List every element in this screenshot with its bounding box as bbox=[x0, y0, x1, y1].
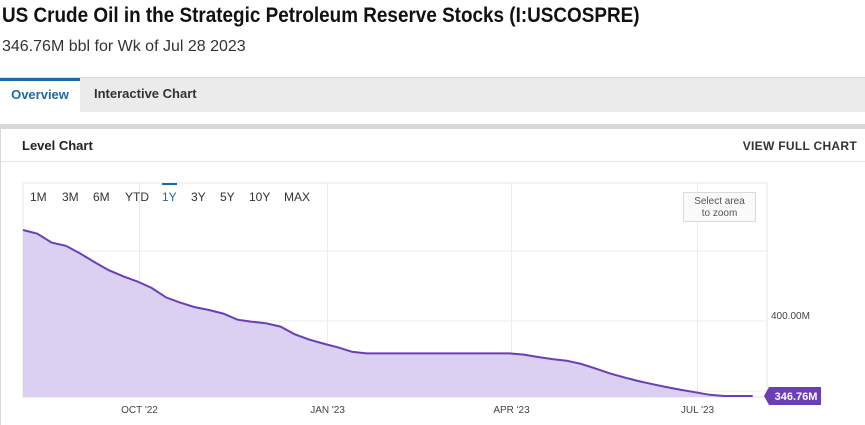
tab-interactive-chart[interactable]: Interactive Chart bbox=[94, 86, 197, 101]
data-point bbox=[208, 309, 210, 311]
panel-header: Level Chart VIEW FULL CHART bbox=[1, 129, 865, 162]
data-point bbox=[480, 352, 482, 354]
data-point bbox=[637, 380, 639, 382]
data-point bbox=[351, 351, 353, 353]
data-point bbox=[22, 229, 24, 231]
zoom-hint-line-1: Select area bbox=[694, 196, 745, 207]
data-point bbox=[737, 395, 739, 397]
data-point bbox=[365, 352, 367, 354]
data-point bbox=[294, 333, 296, 335]
data-point bbox=[594, 367, 596, 369]
data-point bbox=[394, 352, 396, 354]
data-point bbox=[236, 319, 238, 321]
series-line bbox=[22, 229, 753, 397]
data-point bbox=[222, 312, 224, 314]
series-area bbox=[23, 230, 753, 397]
range-button-10y[interactable]: 10Y bbox=[249, 190, 271, 204]
data-point bbox=[566, 360, 568, 362]
data-point bbox=[265, 322, 267, 324]
tab-overview[interactable]: Overview bbox=[0, 78, 80, 112]
range-button-6m[interactable]: 6M bbox=[93, 190, 110, 204]
last-value-label: 346.76M bbox=[775, 391, 818, 403]
x-tick-label: OCT '22 bbox=[121, 405, 158, 416]
range-button-3m[interactable]: 3M bbox=[62, 190, 79, 204]
data-point bbox=[136, 280, 138, 282]
zoom-hint-line-2: to zoom bbox=[701, 208, 738, 219]
data-point bbox=[651, 383, 653, 385]
zoom-hint: Select area to zoom bbox=[683, 192, 756, 222]
tab-bar: Overview Interactive Chart bbox=[0, 77, 865, 112]
data-point bbox=[723, 395, 725, 397]
x-tick-label: JAN '23 bbox=[310, 405, 345, 416]
data-point bbox=[465, 352, 467, 354]
range-button-3y[interactable]: 3Y bbox=[191, 190, 206, 204]
data-point bbox=[408, 352, 410, 354]
data-point bbox=[680, 389, 682, 391]
data-point bbox=[50, 241, 52, 243]
data-point bbox=[79, 252, 81, 254]
data-point bbox=[194, 306, 196, 308]
data-point bbox=[380, 352, 382, 354]
data-point bbox=[151, 287, 153, 289]
y-tick-label: 400.00M bbox=[771, 311, 810, 322]
data-point bbox=[93, 261, 95, 263]
data-point bbox=[279, 325, 281, 327]
range-button-1m[interactable]: 1M bbox=[30, 190, 47, 204]
data-point bbox=[580, 363, 582, 365]
data-point bbox=[608, 372, 610, 374]
data-point bbox=[122, 275, 124, 277]
data-point bbox=[523, 353, 525, 355]
range-button-max[interactable]: MAX bbox=[284, 190, 311, 204]
data-point bbox=[36, 233, 38, 235]
data-point bbox=[451, 352, 453, 354]
data-point bbox=[437, 352, 439, 354]
data-point bbox=[623, 376, 625, 378]
range-button-1y[interactable]: 1Y bbox=[162, 183, 177, 204]
data-point bbox=[551, 358, 553, 360]
data-point bbox=[494, 352, 496, 354]
data-point bbox=[709, 394, 711, 396]
data-point bbox=[322, 342, 324, 344]
panel-title: Level Chart bbox=[22, 138, 93, 153]
data-point bbox=[422, 352, 424, 354]
data-point bbox=[65, 245, 67, 247]
data-point bbox=[694, 391, 696, 393]
x-tick-label: JUL '23 bbox=[681, 405, 715, 416]
data-point bbox=[108, 269, 110, 271]
range-button-ytd[interactable]: YTD bbox=[125, 190, 149, 204]
data-point bbox=[337, 346, 339, 348]
range-button-5y[interactable]: 5Y bbox=[220, 190, 235, 204]
last-value-badge bbox=[764, 387, 821, 405]
data-point bbox=[165, 296, 167, 298]
data-point bbox=[179, 302, 181, 304]
view-full-chart-link[interactable]: VIEW FULL CHART bbox=[742, 139, 857, 153]
data-point bbox=[666, 386, 668, 388]
chart-panel bbox=[0, 124, 865, 425]
page-title: US Crude Oil in the Strategic Petroleum … bbox=[2, 4, 640, 27]
data-point bbox=[537, 356, 539, 358]
data-point bbox=[508, 352, 510, 354]
data-point bbox=[251, 321, 253, 323]
page-subtitle: 346.76M bbl for Wk of Jul 28 2023 bbox=[2, 38, 246, 55]
x-tick-label: APR '23 bbox=[493, 405, 530, 416]
data-point bbox=[752, 395, 754, 397]
data-point bbox=[308, 338, 310, 340]
